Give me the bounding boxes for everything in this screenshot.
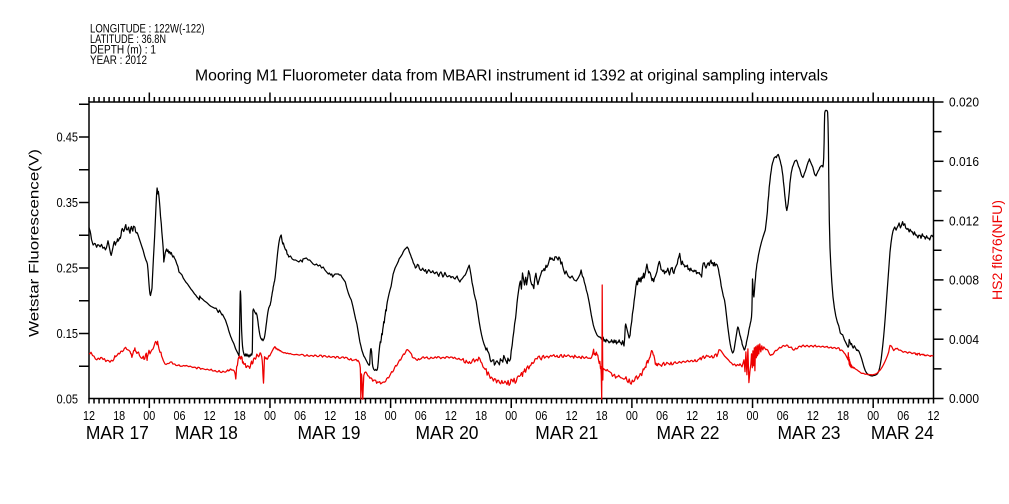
svg-text:0.45: 0.45 bbox=[57, 130, 79, 145]
svg-text:MAR 19: MAR 19 bbox=[298, 423, 361, 443]
svg-text:00: 00 bbox=[385, 408, 397, 423]
svg-text:12: 12 bbox=[83, 408, 95, 423]
svg-text:12: 12 bbox=[204, 408, 216, 423]
svg-text:00: 00 bbox=[867, 408, 879, 423]
svg-text:12: 12 bbox=[324, 408, 336, 423]
svg-text:DEPTH (m) : 1: DEPTH (m) : 1 bbox=[90, 45, 156, 57]
svg-text:0.008: 0.008 bbox=[949, 273, 979, 288]
svg-text:12: 12 bbox=[566, 408, 578, 423]
svg-text:0.012: 0.012 bbox=[949, 213, 979, 228]
svg-text:12: 12 bbox=[686, 408, 698, 423]
svg-text:MAR 18: MAR 18 bbox=[175, 423, 238, 443]
svg-text:YEAR : 2012: YEAR : 2012 bbox=[90, 55, 147, 67]
svg-text:Wetstar Fluorescence(V): Wetstar Fluorescence(V) bbox=[27, 149, 42, 337]
svg-text:LATITUDE : 36.8N: LATITUDE : 36.8N bbox=[90, 34, 166, 46]
svg-text:12: 12 bbox=[445, 408, 457, 423]
svg-text:18: 18 bbox=[716, 408, 728, 423]
svg-text:MAR 23: MAR 23 bbox=[778, 423, 841, 443]
svg-text:18: 18 bbox=[234, 408, 246, 423]
svg-text:0.000: 0.000 bbox=[949, 391, 979, 406]
svg-text:MAR 24: MAR 24 bbox=[871, 423, 934, 443]
svg-text:06: 06 bbox=[294, 408, 306, 423]
svg-text:0.020: 0.020 bbox=[949, 95, 979, 110]
svg-text:MAR 21: MAR 21 bbox=[535, 423, 598, 443]
svg-text:MAR 17: MAR 17 bbox=[86, 423, 149, 443]
svg-text:0.15: 0.15 bbox=[57, 326, 79, 341]
svg-text:18: 18 bbox=[837, 408, 849, 423]
svg-text:00: 00 bbox=[143, 408, 155, 423]
svg-text:0.004: 0.004 bbox=[949, 332, 979, 347]
svg-text:00: 00 bbox=[505, 408, 517, 423]
svg-text:18: 18 bbox=[113, 408, 125, 423]
svg-text:18: 18 bbox=[354, 408, 366, 423]
svg-text:00: 00 bbox=[747, 408, 759, 423]
svg-text:18: 18 bbox=[596, 408, 608, 423]
svg-text:18: 18 bbox=[475, 408, 487, 423]
svg-text:LONGITUDE : 122W(-122): LONGITUDE : 122W(-122) bbox=[90, 23, 205, 35]
svg-text:06: 06 bbox=[897, 408, 909, 423]
svg-text:MAR 20: MAR 20 bbox=[416, 423, 479, 443]
svg-text:0.016: 0.016 bbox=[949, 154, 979, 169]
svg-text:HS2 fl676(NFU): HS2 fl676(NFU) bbox=[990, 200, 1005, 300]
svg-text:06: 06 bbox=[777, 408, 789, 423]
svg-text:00: 00 bbox=[264, 408, 276, 423]
svg-text:0.05: 0.05 bbox=[57, 392, 79, 407]
svg-text:12: 12 bbox=[807, 408, 819, 423]
svg-text:Mooring M1 Fluorometer data fr: Mooring M1 Fluorometer data from MBARI i… bbox=[195, 68, 828, 85]
svg-text:06: 06 bbox=[656, 408, 668, 423]
svg-text:06: 06 bbox=[174, 408, 186, 423]
svg-text:00: 00 bbox=[626, 408, 638, 423]
svg-text:0.35: 0.35 bbox=[57, 195, 79, 210]
svg-text:MAR 22: MAR 22 bbox=[657, 423, 720, 443]
svg-text:06: 06 bbox=[535, 408, 547, 423]
svg-text:06: 06 bbox=[415, 408, 427, 423]
svg-text:0.25: 0.25 bbox=[57, 261, 79, 276]
svg-text:12: 12 bbox=[928, 408, 940, 423]
